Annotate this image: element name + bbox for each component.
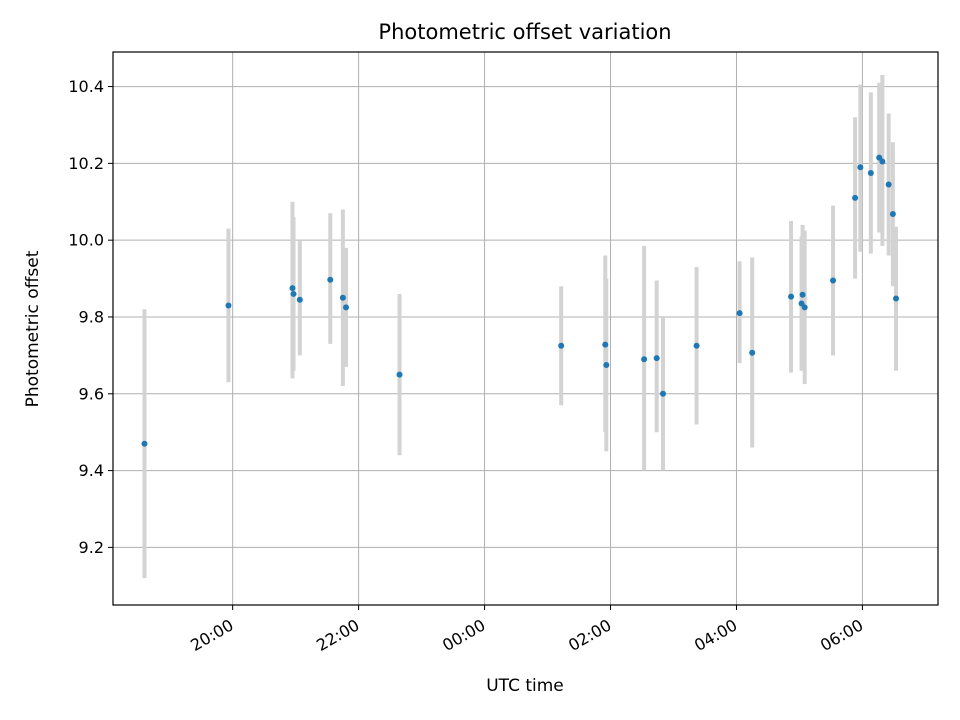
data-point bbox=[141, 440, 148, 447]
data-point bbox=[660, 390, 666, 397]
data-point bbox=[339, 294, 346, 301]
y-tick-label: 10.0 bbox=[68, 231, 104, 250]
data-point bbox=[225, 302, 232, 309]
data-point bbox=[879, 158, 886, 165]
y-tick-label: 9.8 bbox=[79, 307, 104, 326]
data-point bbox=[396, 371, 403, 378]
data-point bbox=[693, 342, 700, 349]
data-point bbox=[788, 293, 795, 300]
data-point bbox=[327, 276, 334, 283]
y-tick-label: 9.2 bbox=[79, 538, 104, 557]
y-tick-label: 9.4 bbox=[79, 461, 104, 480]
data-point bbox=[867, 169, 874, 176]
data-point bbox=[603, 361, 610, 368]
data-point bbox=[852, 194, 859, 201]
data-point bbox=[830, 277, 837, 284]
data-points bbox=[141, 154, 900, 447]
data-point bbox=[736, 310, 743, 317]
y-axis-ticks: 9.2 9.4 9.6 9.8 10.0 10.2 10.4 bbox=[68, 77, 113, 557]
data-point bbox=[602, 341, 609, 348]
data-point bbox=[885, 181, 892, 188]
data-point bbox=[558, 342, 565, 349]
data-point bbox=[641, 356, 648, 363]
data-point bbox=[893, 295, 900, 302]
data-point bbox=[296, 296, 303, 303]
x-axis-label: UTC time bbox=[486, 676, 564, 696]
y-tick-label: 10.4 bbox=[68, 77, 104, 96]
data-point bbox=[343, 304, 350, 311]
data-point bbox=[857, 164, 864, 171]
y-tick-label: 10.2 bbox=[68, 154, 104, 173]
data-point bbox=[749, 349, 756, 356]
data-point bbox=[290, 290, 297, 297]
data-point bbox=[801, 304, 808, 311]
data-point bbox=[799, 291, 806, 298]
data-point bbox=[889, 211, 896, 218]
data-point bbox=[289, 285, 296, 292]
y-tick-label: 9.6 bbox=[79, 384, 104, 403]
y-axis-label: Photometric offset bbox=[23, 250, 43, 407]
plot-frame bbox=[112, 51, 939, 606]
data-point bbox=[653, 355, 660, 362]
chart-title: Photometric offset variation bbox=[378, 20, 671, 44]
